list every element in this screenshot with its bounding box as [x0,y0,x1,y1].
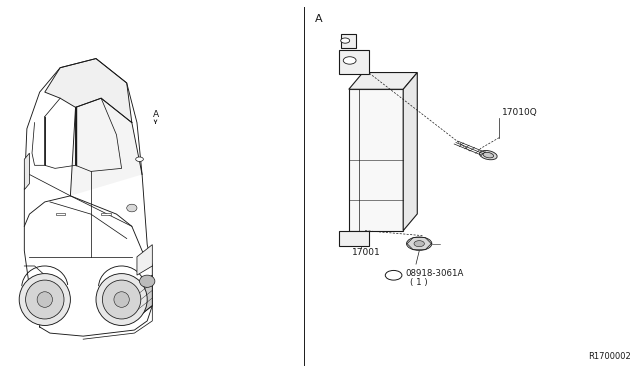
Text: ( 1 ): ( 1 ) [410,278,428,287]
Ellipse shape [102,280,141,319]
Ellipse shape [37,292,52,307]
Ellipse shape [19,274,70,326]
Polygon shape [24,153,29,190]
Text: A: A [152,110,159,119]
Text: 17010Q: 17010Q [502,108,538,117]
Circle shape [385,270,402,280]
Ellipse shape [483,153,493,158]
Bar [56,213,65,215]
Bar [101,213,111,215]
Text: 17001: 17001 [352,248,381,257]
Text: 08918-3061A: 08918-3061A [405,269,463,278]
Polygon shape [137,275,152,318]
Polygon shape [137,245,152,275]
Bar [349,89,403,231]
Ellipse shape [96,274,147,326]
Circle shape [136,157,143,161]
Polygon shape [349,73,417,89]
Polygon shape [70,98,142,196]
Circle shape [343,57,356,64]
Ellipse shape [26,280,64,319]
Text: R1700002: R1700002 [588,352,630,361]
Ellipse shape [127,204,137,212]
Ellipse shape [406,237,432,250]
Ellipse shape [114,292,129,307]
Circle shape [340,38,349,43]
Ellipse shape [479,151,497,160]
Polygon shape [45,58,132,123]
Bar [339,231,369,246]
Text: A: A [315,14,323,24]
Circle shape [414,241,424,247]
Text: N: N [390,272,397,278]
Polygon shape [403,73,417,231]
Bar [339,50,369,74]
Bar [340,34,356,48]
Ellipse shape [140,275,155,287]
